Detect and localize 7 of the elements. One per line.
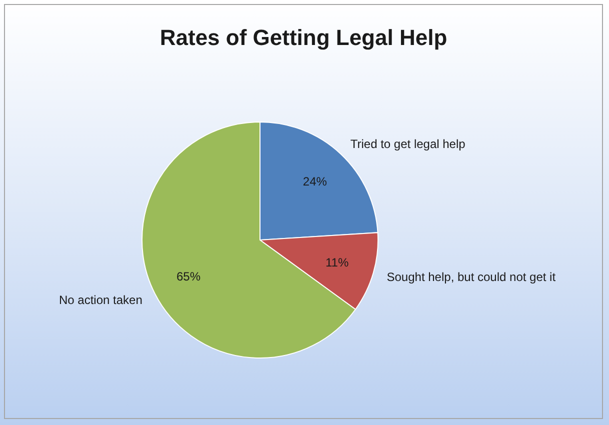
data-label: 24% xyxy=(302,174,328,189)
slice-label: Tried to get legal help xyxy=(350,136,466,151)
chart-title: Rates of Getting Legal Help xyxy=(160,25,448,50)
data-label: 11% xyxy=(325,255,349,270)
slice-label: Sought help, but could not get it xyxy=(386,270,556,284)
slice-label: No action taken xyxy=(58,292,142,307)
data-label: 65% xyxy=(176,269,201,284)
